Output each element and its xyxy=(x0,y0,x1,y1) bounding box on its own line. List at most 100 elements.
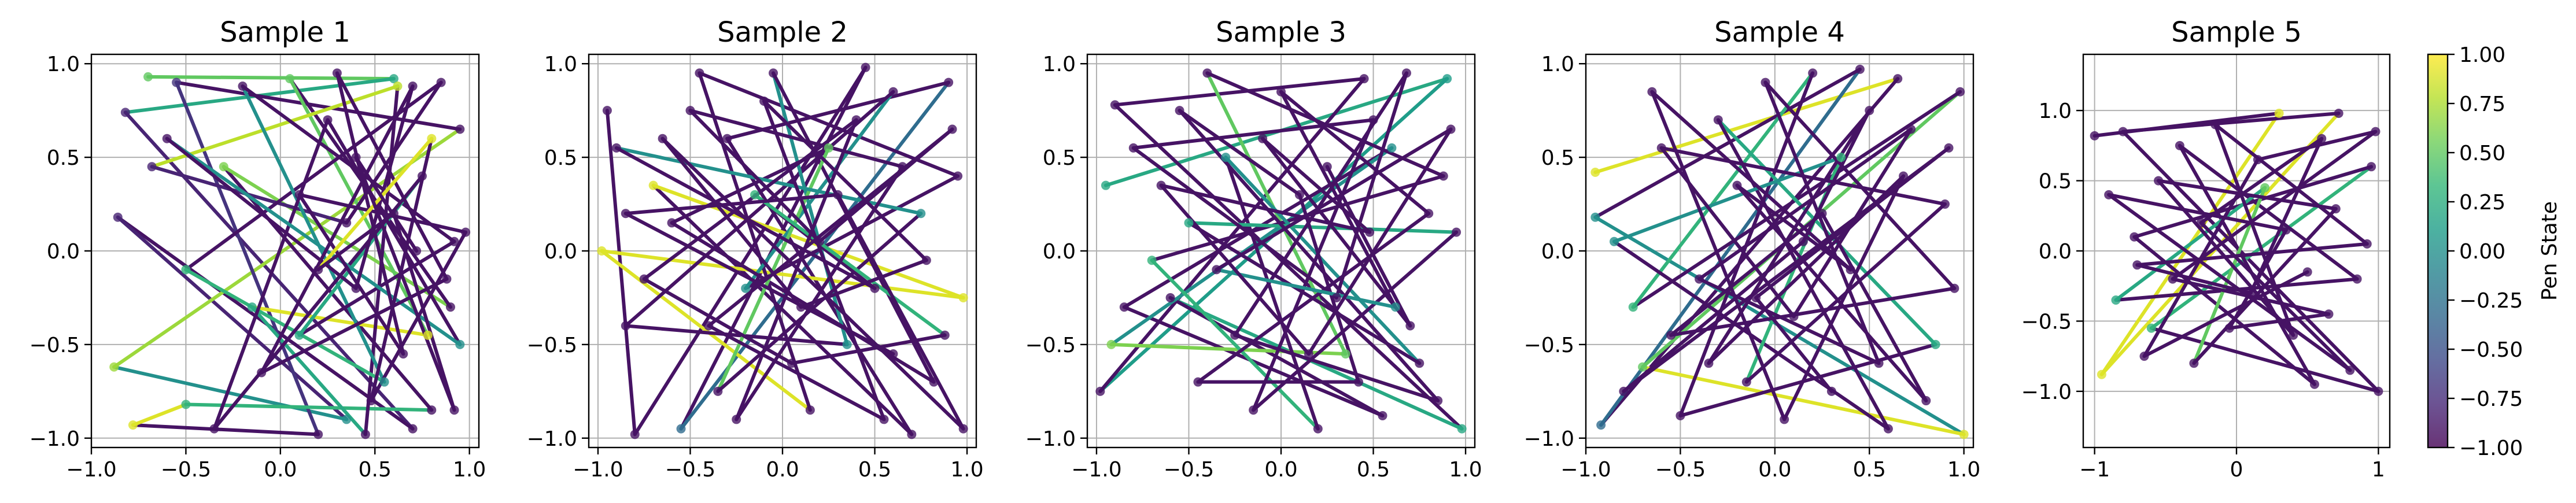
stroke-point xyxy=(1378,410,1387,420)
y-tick-label: 0.0 xyxy=(47,240,80,264)
stroke-point xyxy=(1931,339,1940,349)
stroke-segment xyxy=(1325,165,1412,328)
subplot-2: −1.0 −0.5 0.0 0.5 1.0 −1.0 −0.5 0.0 0.5 1.0 Sample… xyxy=(527,16,984,482)
stroke-point xyxy=(658,134,667,143)
stroke-point xyxy=(147,162,157,172)
stroke-point xyxy=(2309,379,2319,389)
stroke-point xyxy=(238,82,248,91)
stroke-point xyxy=(1704,358,1714,368)
stroke-segment xyxy=(697,71,812,412)
stroke-point xyxy=(879,415,889,424)
stroke-point xyxy=(1202,68,1212,78)
stroke-segment xyxy=(2171,130,2378,281)
stroke-segment xyxy=(131,423,320,437)
colorbar-label: Pen State xyxy=(2538,201,2562,301)
stroke-segment xyxy=(2192,186,2267,365)
stroke-point xyxy=(445,302,455,312)
stroke-point xyxy=(455,124,465,134)
stroke-point xyxy=(870,283,880,293)
stroke-point xyxy=(1940,199,1950,209)
stroke-point xyxy=(1359,74,1369,84)
stroke-point xyxy=(1761,77,1770,87)
stroke-segment xyxy=(2107,193,2352,372)
stroke-segment xyxy=(2227,312,2331,330)
stroke-segment xyxy=(600,249,812,412)
stroke-point xyxy=(1846,265,1855,275)
stroke-point xyxy=(2317,134,2327,143)
stroke-point xyxy=(1590,168,1600,177)
stroke-point xyxy=(408,82,418,91)
stroke-point xyxy=(958,293,968,302)
stroke-segment xyxy=(762,99,928,262)
stroke-segment xyxy=(1187,221,1422,365)
stroke-segment xyxy=(123,110,415,431)
stroke-segment xyxy=(642,277,794,365)
stroke-point xyxy=(427,134,437,143)
y-tick-label: −1.0 xyxy=(527,427,577,451)
stroke-segment xyxy=(1113,103,1464,431)
stroke-segment xyxy=(1735,183,1928,403)
stroke-point xyxy=(1193,377,1203,387)
stroke-point xyxy=(1331,293,1341,302)
stroke-point xyxy=(113,212,123,222)
stroke-point xyxy=(351,283,361,293)
stroke-point xyxy=(2352,274,2362,284)
stroke-segment xyxy=(241,84,456,243)
stroke-point xyxy=(1165,293,1175,302)
strokes xyxy=(1590,64,1969,439)
stroke-point xyxy=(1780,415,1789,424)
x-tick-label: 0.0 xyxy=(264,458,297,482)
stroke-point xyxy=(209,424,219,434)
stroke-segment xyxy=(2149,326,2381,393)
stroke-segment xyxy=(131,402,188,427)
stroke-segment xyxy=(1109,146,1394,346)
stroke-point xyxy=(1341,349,1350,359)
stroke-point xyxy=(2118,127,2128,136)
stroke-point xyxy=(787,358,796,368)
x-tick-label: 0.5 xyxy=(359,458,392,482)
stroke-segment xyxy=(1678,342,1937,417)
stroke-point xyxy=(805,405,815,415)
stroke-point xyxy=(247,302,257,312)
subplot-5: −1 0 1 −1.0 −0.5 0.0 0.5 1.0 Sample 5 xyxy=(2021,16,2391,482)
stroke-point xyxy=(181,265,191,275)
y-tick-label: −1.0 xyxy=(2021,380,2072,404)
stroke-point xyxy=(412,246,422,256)
stroke-point xyxy=(1128,143,1138,153)
stroke-segment xyxy=(1612,156,1843,243)
x-tick-label: 1.0 xyxy=(1947,458,1980,482)
stroke-point xyxy=(393,82,403,91)
subplot-title: Sample 3 xyxy=(1216,16,1346,49)
stroke-segment xyxy=(1261,136,1412,328)
stroke-point xyxy=(1893,74,1903,84)
y-tick-label: −1.0 xyxy=(1025,427,1076,451)
stroke-point xyxy=(1110,100,1120,110)
stroke-segment xyxy=(651,183,914,437)
stroke-point xyxy=(704,321,714,331)
stroke-segment xyxy=(605,109,637,437)
stroke-point xyxy=(1950,283,1959,293)
stroke-point xyxy=(120,108,130,117)
stroke-point xyxy=(1457,424,1467,434)
stroke-segment xyxy=(716,212,923,393)
stroke-segment xyxy=(1187,221,1459,234)
y-tick-label: 0.0 xyxy=(544,240,577,264)
stroke-point xyxy=(389,209,398,219)
stroke-point xyxy=(1732,180,1742,190)
stroke-segment xyxy=(1113,77,1366,107)
stroke-point xyxy=(722,134,732,143)
stroke-point xyxy=(1230,330,1240,340)
y-tick-label: 0.5 xyxy=(544,146,577,170)
stroke-point xyxy=(1944,143,1954,153)
stroke-point xyxy=(639,274,649,284)
stroke-segment xyxy=(1252,118,1375,412)
stroke-point xyxy=(1883,424,1893,434)
stroke-segment xyxy=(660,136,965,431)
stroke-segment xyxy=(2256,130,2378,162)
stroke-point xyxy=(1147,256,1157,265)
stroke-segment xyxy=(600,249,965,299)
stroke-segment xyxy=(2121,130,2381,393)
stroke-point xyxy=(1322,162,1332,172)
stroke-point xyxy=(1175,106,1184,116)
